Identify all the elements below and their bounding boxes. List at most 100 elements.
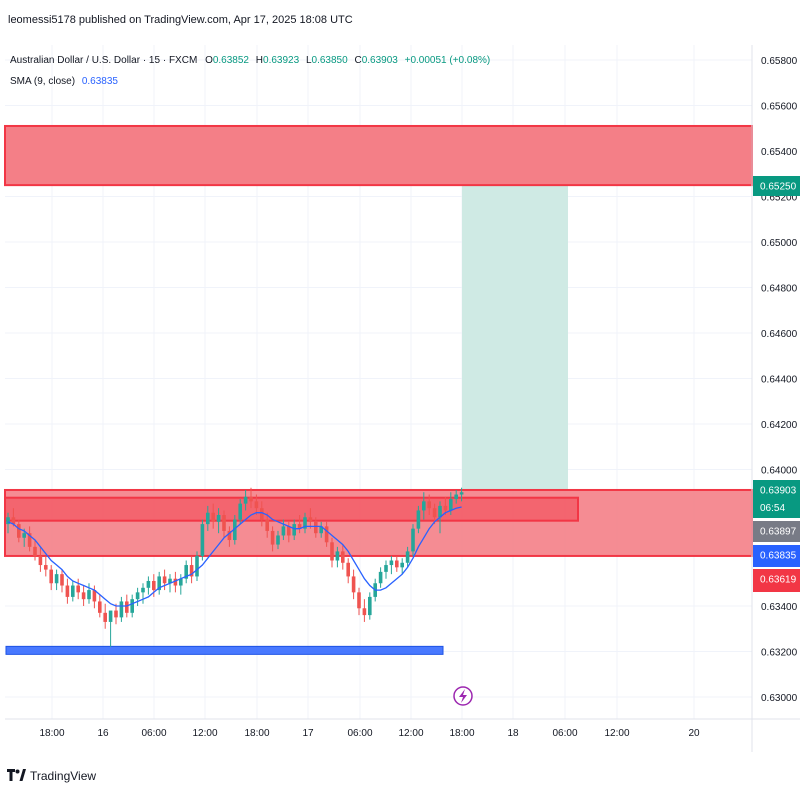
candle-body (211, 512, 215, 522)
inner-zone (4, 496, 579, 522)
time-axis-tick-label: 12:00 (192, 728, 217, 739)
candle-body (189, 565, 194, 577)
price-label-box (753, 545, 800, 567)
candle-body (195, 555, 199, 577)
sma-layer (7, 506, 462, 607)
price-axis-tick-label: 0.64400 (761, 375, 798, 386)
candle-body (265, 519, 269, 531)
candle-body (130, 599, 134, 613)
candle-body (405, 551, 410, 563)
price-axis-tick-label: 0.64800 (761, 284, 798, 295)
candle-body (389, 560, 394, 566)
candle-body (243, 496, 248, 504)
candle-body (270, 530, 275, 545)
candle-body (184, 565, 188, 579)
candle-body (162, 576, 167, 584)
candle-body (422, 501, 426, 511)
published-caption: leomessi5178 published on TradingView.co… (8, 14, 353, 26)
candle-body (227, 530, 232, 541)
candle-body (103, 612, 107, 622)
candle-body (260, 508, 264, 520)
candle-body (427, 501, 431, 509)
price-label-value: 0.63903 (760, 486, 797, 497)
candle-body (314, 521, 318, 534)
candle-body (443, 505, 448, 511)
price-labels: 0.65250 0.63903 06:54 0.63897 0.63835 0.63619 (753, 176, 800, 592)
sma-legend[interactable]: SMA (9, close) 0.63835 (10, 76, 118, 87)
time-axis-tick-label: 16 (97, 728, 109, 739)
candle-body (254, 501, 259, 509)
candle-body (119, 601, 124, 618)
candle-body (362, 608, 367, 616)
tradingview-logo-icon (7, 769, 26, 781)
time-axis-tick-label: 18:00 (449, 728, 474, 739)
symbol-title: Australian Dollar / U.S. Dollar · 15 · F… (10, 55, 197, 66)
support-line (5, 645, 444, 655)
candle-body (335, 551, 340, 561)
supply-zone (4, 124, 753, 187)
time-axis-tick-label: 17 (302, 728, 314, 739)
candle-body (71, 585, 75, 597)
price-axis-tick-label: 0.64200 (761, 420, 798, 431)
candle-body (384, 565, 388, 572)
candle-body (92, 590, 97, 602)
candle-body (152, 580, 156, 591)
candle-body (416, 510, 421, 529)
price-label-box (753, 176, 800, 196)
symbol-legend: Australian Dollar / U.S. Dollar · 15 · F… (10, 55, 490, 66)
candle-body (11, 517, 16, 525)
price-label-box (753, 569, 800, 592)
candle-body (297, 524, 302, 529)
price-label-value: 0.63897 (760, 527, 797, 538)
candle-body (357, 592, 361, 609)
event-marker-icon[interactable] (453, 686, 473, 706)
candle-body (179, 578, 183, 586)
candle-body (276, 535, 280, 545)
candle-body (44, 565, 48, 570)
price-axis-tick-label: 0.63400 (761, 602, 798, 613)
demand-zone (4, 488, 753, 557)
candle-body (168, 578, 172, 584)
candle-body (54, 574, 59, 584)
candle-body (17, 524, 21, 538)
candle-body (341, 551, 345, 563)
candle-body (351, 576, 356, 593)
price-axis-tick-label: 0.64000 (761, 466, 798, 477)
candle-body (216, 515, 221, 522)
candle-body (411, 528, 415, 552)
candle-body (308, 517, 313, 522)
candle-body (87, 590, 91, 600)
candle-body (38, 555, 43, 566)
candle-body (438, 505, 442, 518)
candle-body (281, 526, 286, 536)
time-axis-tick-label: 18 (507, 728, 519, 739)
candle-body (346, 562, 350, 577)
price-axis-tick-label: 0.63000 (761, 693, 798, 704)
time-axis-tick-label: 12:00 (604, 728, 629, 739)
candle-body (135, 592, 140, 600)
candle-body (60, 574, 64, 586)
candle-body (449, 499, 453, 511)
time-axis-tick-label: 06:00 (347, 728, 372, 739)
sma-line (7, 506, 462, 607)
candle-body (319, 526, 323, 534)
candle-body (76, 585, 80, 593)
price-label-value: 0.65250 (760, 182, 797, 193)
candle-body (395, 560, 399, 568)
candle-body (249, 496, 253, 502)
time-axis[interactable]: 18:00 16 06:00 12:00 18:00 17 06:00 12:00 18:00 1… (39, 728, 700, 739)
candle-body (459, 492, 464, 495)
candle-body (141, 587, 145, 593)
price-axis[interactable]: 0.65800 0.65600 0.65400 0.65200 0.65000 0.648… (761, 56, 798, 704)
candle-body (287, 526, 291, 536)
price-axis-tick-label: 0.65800 (761, 56, 798, 67)
price-axis-tick-label: 0.65600 (761, 102, 798, 113)
candle-body (292, 524, 296, 536)
candle-body (114, 610, 118, 618)
price-label-box (753, 480, 800, 518)
candle-body (400, 562, 404, 568)
zones-layer (4, 124, 753, 655)
time-axis-tick-label: 20 (688, 728, 700, 739)
